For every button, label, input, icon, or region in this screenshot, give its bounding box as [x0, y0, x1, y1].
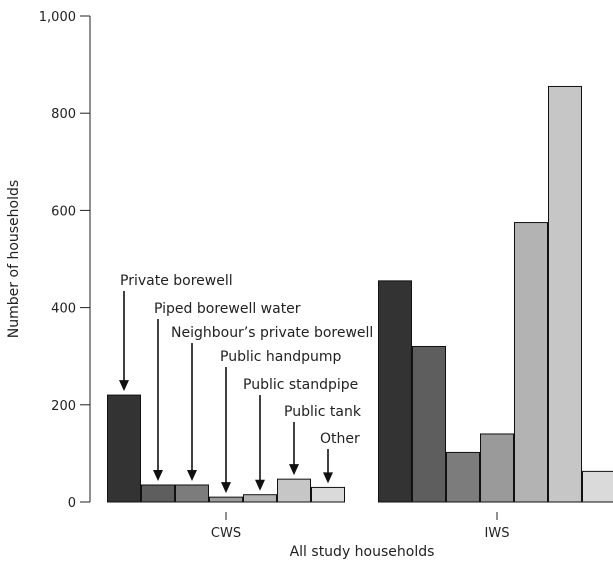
bar-iws-1 [412, 345, 446, 503]
bar-iws-2 [446, 451, 480, 503]
y-axis-title: Number of households [6, 180, 22, 338]
annotation-arrowhead [255, 479, 265, 491]
annotation-arrowhead [289, 464, 299, 476]
y-tick-label: 400 [51, 302, 76, 317]
y-tick-label: 800 [51, 107, 76, 122]
annotation-arrowhead [323, 472, 333, 484]
x-axis-title: All study households [290, 544, 435, 560]
annotation-label: Private borewell [120, 273, 233, 289]
annotation-arrowhead [119, 380, 129, 392]
bar-cws-5 [277, 478, 311, 503]
y-tick-label: 600 [51, 204, 76, 219]
bar-iws-5 [548, 85, 582, 503]
bar-iws-0 [378, 280, 412, 503]
annotation-arrowhead [187, 469, 197, 481]
bar-iws-4 [514, 222, 548, 503]
bar-cws-0 [107, 394, 141, 503]
y-tick-label: 0 [68, 496, 76, 511]
annotation-label: Public standpipe [243, 377, 358, 393]
annotation-arrowhead [153, 469, 163, 481]
y-tick-label: 1,000 [39, 10, 76, 25]
x-axis: CWS IWS [211, 512, 510, 541]
annotation-label: Other [320, 431, 360, 447]
bars [107, 85, 613, 503]
bar-cws-2 [175, 484, 209, 503]
annotation-label: Piped borewell water [154, 301, 301, 317]
bar-cws-6 [311, 486, 345, 503]
annotation-label: Neighbour’s private borewell [171, 325, 373, 341]
y-ticks: 0 200 400 600 800 1,000 [39, 10, 90, 511]
annotations: Private borewell Piped borewell water Neig… [119, 273, 373, 494]
annotation-arrowhead [221, 482, 231, 494]
annotation-label: Public tank [284, 404, 362, 420]
annotation-label: Public handpump [220, 349, 341, 365]
bar-cws-1 [141, 484, 175, 503]
x-tick-label-cws: CWS [211, 526, 241, 541]
bar-iws-6 [582, 470, 613, 503]
y-tick-label: 200 [51, 399, 76, 414]
bar-cws-4 [243, 494, 277, 503]
bar-cws-3 [209, 496, 243, 503]
x-tick-label-iws: IWS [485, 526, 510, 541]
bar-iws-3 [480, 433, 514, 503]
